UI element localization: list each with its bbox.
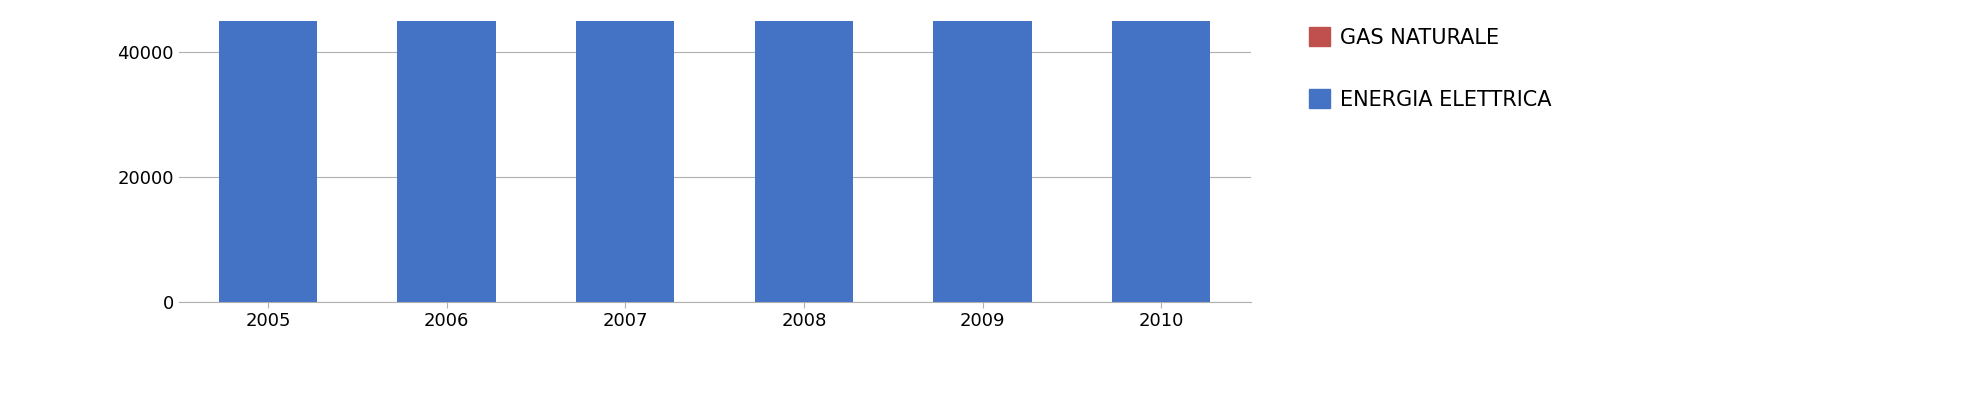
Bar (933, 8, 1032, 302)
Bar (397, 8, 496, 302)
Legend: GAS NATURALE, ENERGIA ELETTRICA: GAS NATURALE, ENERGIA ELETTRICA (1300, 19, 1560, 118)
Bar (218, 8, 318, 302)
Bar (1112, 8, 1211, 302)
Bar (576, 5, 675, 302)
Bar (754, 15, 854, 302)
